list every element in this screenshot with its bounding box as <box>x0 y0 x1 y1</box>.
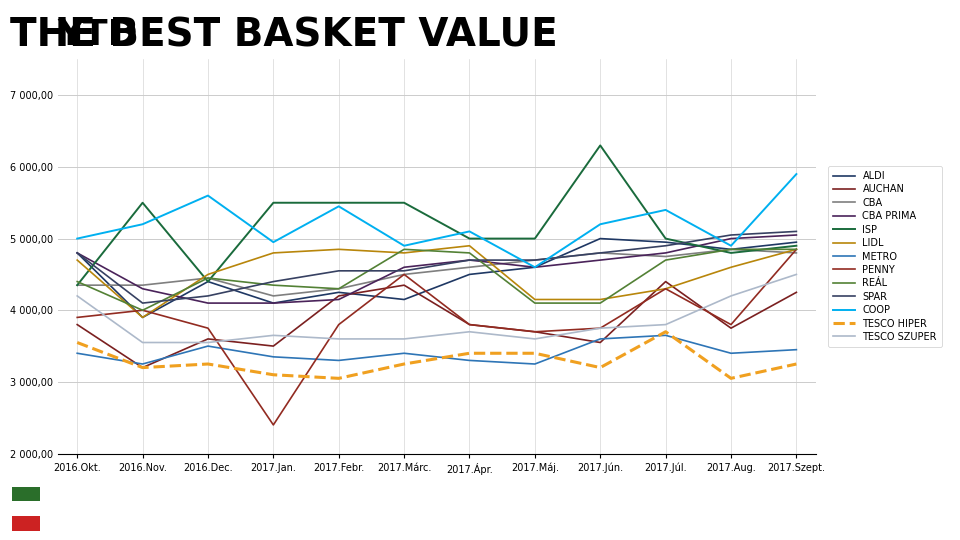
FancyBboxPatch shape <box>12 516 40 531</box>
Text: THE BEST BASKET VALUE: THE BEST BASKET VALUE <box>10 16 558 54</box>
Text: 2017.: 2017. <box>50 520 85 530</box>
Text: 2016-: 2016- <box>50 496 85 507</box>
Legend: ALDI, AUCHAN, CBA, CBA PRIMA, ISP, LIDL, METRO, PENNY, REÁL, SPAR, COOP, TESCO H: ALDI, AUCHAN, CBA, CBA PRIMA, ISP, LIDL,… <box>828 166 942 347</box>
Text: MONITOR: MONITOR <box>864 524 904 532</box>
FancyBboxPatch shape <box>12 487 40 501</box>
FancyBboxPatch shape <box>12 501 40 516</box>
Text: HIPERCOM: HIPERCOM <box>845 498 960 517</box>
Text: YTD: YTD <box>58 17 138 51</box>
